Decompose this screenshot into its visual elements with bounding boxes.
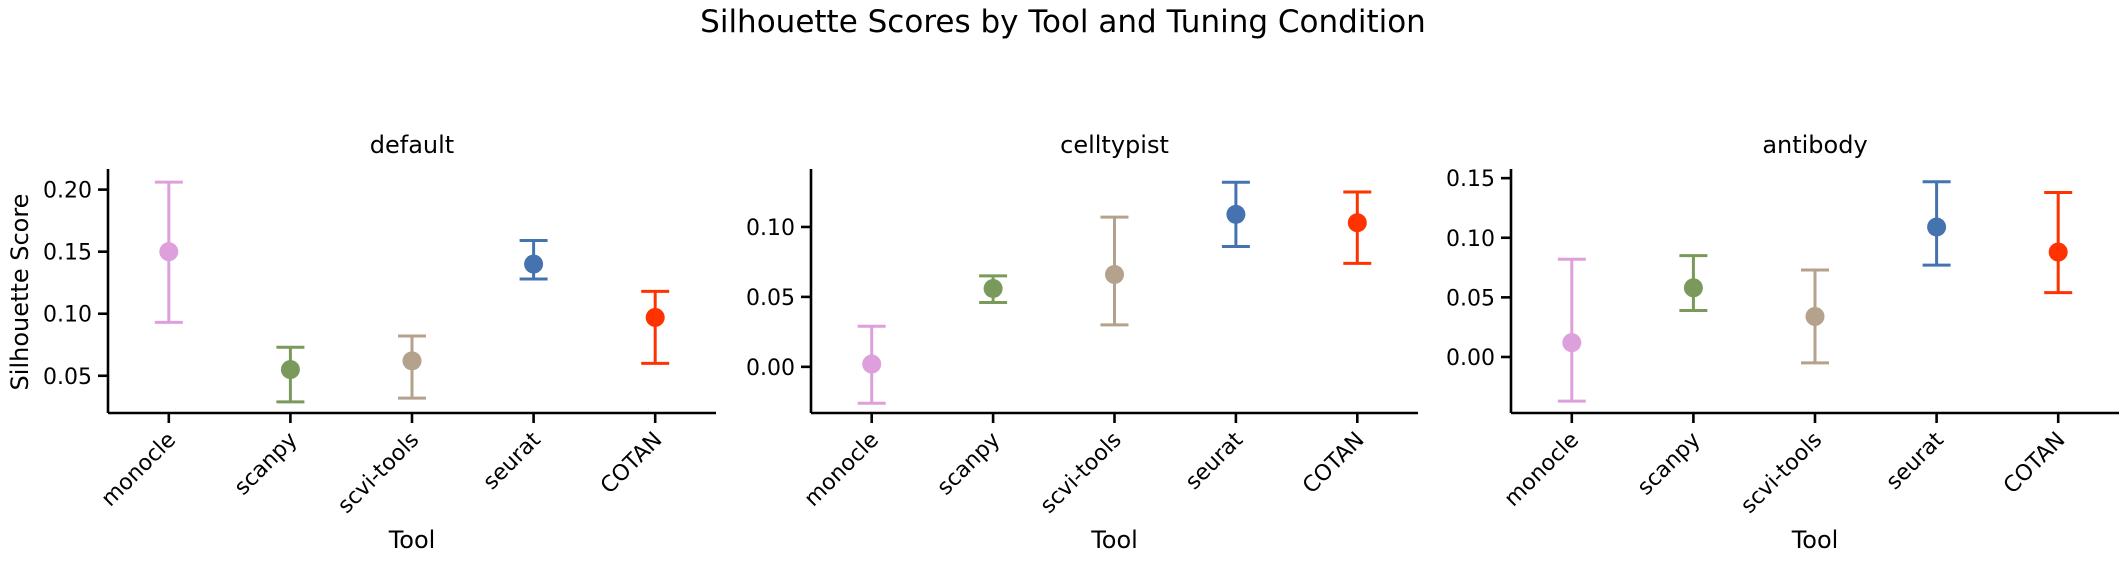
x-tick-label: seurat [479, 427, 547, 495]
y-tick-label: 0.10 [43, 303, 92, 328]
x-tick-label: scvi-tools [1736, 428, 1827, 519]
panel-title: celltypist [1060, 131, 1169, 159]
figure-title: Silhouette Scores by Tool and Tuning Con… [700, 4, 1426, 40]
data-point-COTAN [645, 307, 665, 327]
y-tick-label: 0.00 [1446, 346, 1495, 371]
y-tick-label: 0.20 [43, 179, 92, 204]
data-point-seurat [524, 254, 544, 274]
x-tick-label: seurat [1882, 427, 1950, 495]
x-tick-label: monocle [1500, 428, 1584, 512]
data-point-seurat [1927, 217, 1947, 237]
chart-panel-celltypist: celltypist 0.00 0.05 0.10 monocle scanpy scvi-… [746, 131, 1418, 554]
data-point-COTAN [2048, 242, 2068, 262]
data-point-scvi-tools [402, 351, 422, 371]
y-tick-label: 0.00 [746, 356, 795, 381]
y-tick-label: 0.15 [1446, 167, 1495, 192]
data-point-monocle [159, 242, 179, 262]
errorbar-monocle [1557, 257, 1586, 403]
y-tick-label: 0.10 [1446, 227, 1495, 252]
x-tick-label: monocle [97, 428, 181, 512]
x-tick-label: COTAN [1999, 428, 2070, 499]
data-point-scanpy [983, 279, 1003, 299]
data-point-scanpy [280, 360, 300, 380]
chart-panel-default: default 0.05 0.10 0.15 0.20 monocle scanpy scvi… [6, 131, 716, 554]
x-tick-label: monocle [800, 428, 884, 512]
data-point-scanpy [1683, 278, 1703, 298]
y-tick-label: 0.05 [43, 365, 92, 390]
errorbar-COTAN [2044, 190, 2073, 295]
x-tick-label: scanpy [933, 428, 1006, 501]
x-axis-label: Tool [1090, 526, 1138, 554]
x-tick-label: scvi-tools [333, 428, 424, 519]
panel-title: default [370, 131, 454, 159]
panel-title: antibody [1762, 131, 1867, 159]
y-axis-label: Silhouette Score [6, 194, 34, 391]
y-tick-label: 0.15 [43, 241, 92, 266]
x-tick-label: COTAN [1298, 428, 1369, 499]
data-point-monocle [1562, 333, 1582, 353]
data-point-scvi-tools [1805, 306, 1825, 326]
chart-panels: default 0.05 0.10 0.15 0.20 monocle scanpy scvi… [6, 131, 2119, 554]
data-point-scvi-tools [1105, 265, 1124, 285]
x-tick-label: scanpy [1633, 428, 1706, 501]
x-tick-label: seurat [1181, 427, 1249, 495]
x-tick-label: scvi-tools [1036, 428, 1127, 519]
chart-panel-antibody: antibody 0.00 0.05 0.10 0.15 monocle scanpy scv… [1446, 131, 2119, 554]
data-point-seurat [1226, 204, 1246, 224]
errorbar-COTAN [641, 289, 670, 365]
data-point-monocle [862, 354, 882, 374]
y-tick-label: 0.05 [1446, 286, 1495, 311]
x-axis-label: Tool [1791, 526, 1839, 554]
x-tick-label: COTAN [596, 428, 667, 499]
data-point-COTAN [1347, 213, 1367, 233]
y-tick-label: 0.05 [746, 286, 795, 311]
x-axis-label: Tool [388, 526, 436, 554]
x-tick-label: scanpy [230, 428, 303, 501]
y-tick-label: 0.10 [746, 216, 795, 241]
